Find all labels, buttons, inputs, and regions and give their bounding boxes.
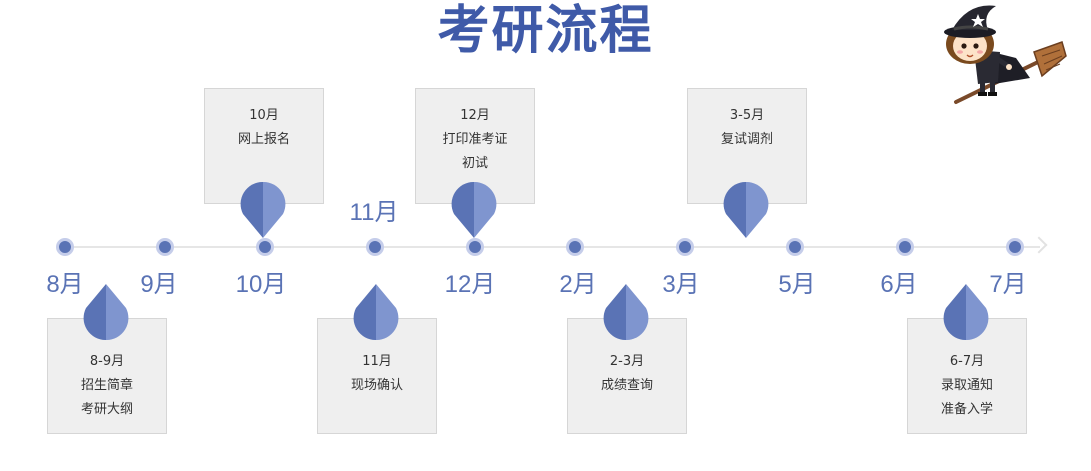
step-date: 3-5月: [729, 108, 765, 123]
step-text: 录取通知: [940, 378, 993, 393]
step-text: 复试调剂: [720, 132, 773, 147]
step-date: 8-9月: [89, 354, 125, 369]
pin-down-icon: [240, 182, 286, 238]
step-date: 6-7月: [949, 354, 985, 369]
month-label: 9月: [140, 271, 178, 298]
step-date: 12月: [460, 108, 490, 123]
step-text: 初试: [461, 156, 488, 171]
month-label: 10月: [235, 271, 287, 298]
step-box-retest: 3-5月 复试调剂: [687, 88, 807, 204]
month-label: 7月: [989, 271, 1027, 298]
pin-up-icon: [943, 284, 989, 340]
month-label: 2月: [559, 271, 597, 298]
pin-down-icon: [723, 182, 769, 238]
step-text: 准备入学: [940, 402, 993, 417]
witch-on-broom-icon: [944, 5, 1067, 104]
timeline-dot: [366, 238, 384, 256]
step-box-registration: 10月 网上报名: [204, 88, 324, 204]
month-label: 5月: [778, 271, 816, 298]
pin-up-icon: [603, 284, 649, 340]
timeline-dot: [1006, 238, 1024, 256]
timeline-dot: [566, 238, 584, 256]
step-text: 考研大纲: [80, 402, 133, 417]
pin-up-icon: [353, 284, 399, 340]
step-date: 11月: [362, 354, 392, 369]
month-label: 12月: [444, 271, 496, 298]
month-label: 11月: [349, 199, 399, 226]
step-date: 2-3月: [609, 354, 645, 369]
month-label: 8月: [46, 271, 84, 298]
step-box-exam: 12月 打印准考证 初试: [415, 88, 535, 204]
month-label: 6月: [880, 271, 918, 298]
timeline-dot: [896, 238, 914, 256]
timeline-line: [58, 246, 1040, 248]
step-text: 网上报名: [237, 132, 290, 147]
step-box-confirmation: 11月 现场确认: [317, 318, 437, 434]
timeline-dot: [56, 238, 74, 256]
step-text: 招生简章: [80, 378, 133, 393]
timeline-dot: [256, 238, 274, 256]
month-label: 3月: [662, 271, 700, 298]
step-text: 现场确认: [350, 378, 403, 393]
step-date: 10月: [249, 108, 279, 123]
timeline-dot: [676, 238, 694, 256]
timeline-dot: [466, 238, 484, 256]
page-title: 考研流程: [437, 1, 654, 61]
pin-up-icon: [83, 284, 129, 340]
step-text: 成绩查询: [600, 378, 653, 393]
pin-down-icon: [451, 182, 497, 238]
step-text: 打印准考证: [442, 132, 508, 147]
timeline-dot: [156, 238, 174, 256]
timeline-dot: [786, 238, 804, 256]
timeline-arrow-icon: [1030, 236, 1048, 254]
